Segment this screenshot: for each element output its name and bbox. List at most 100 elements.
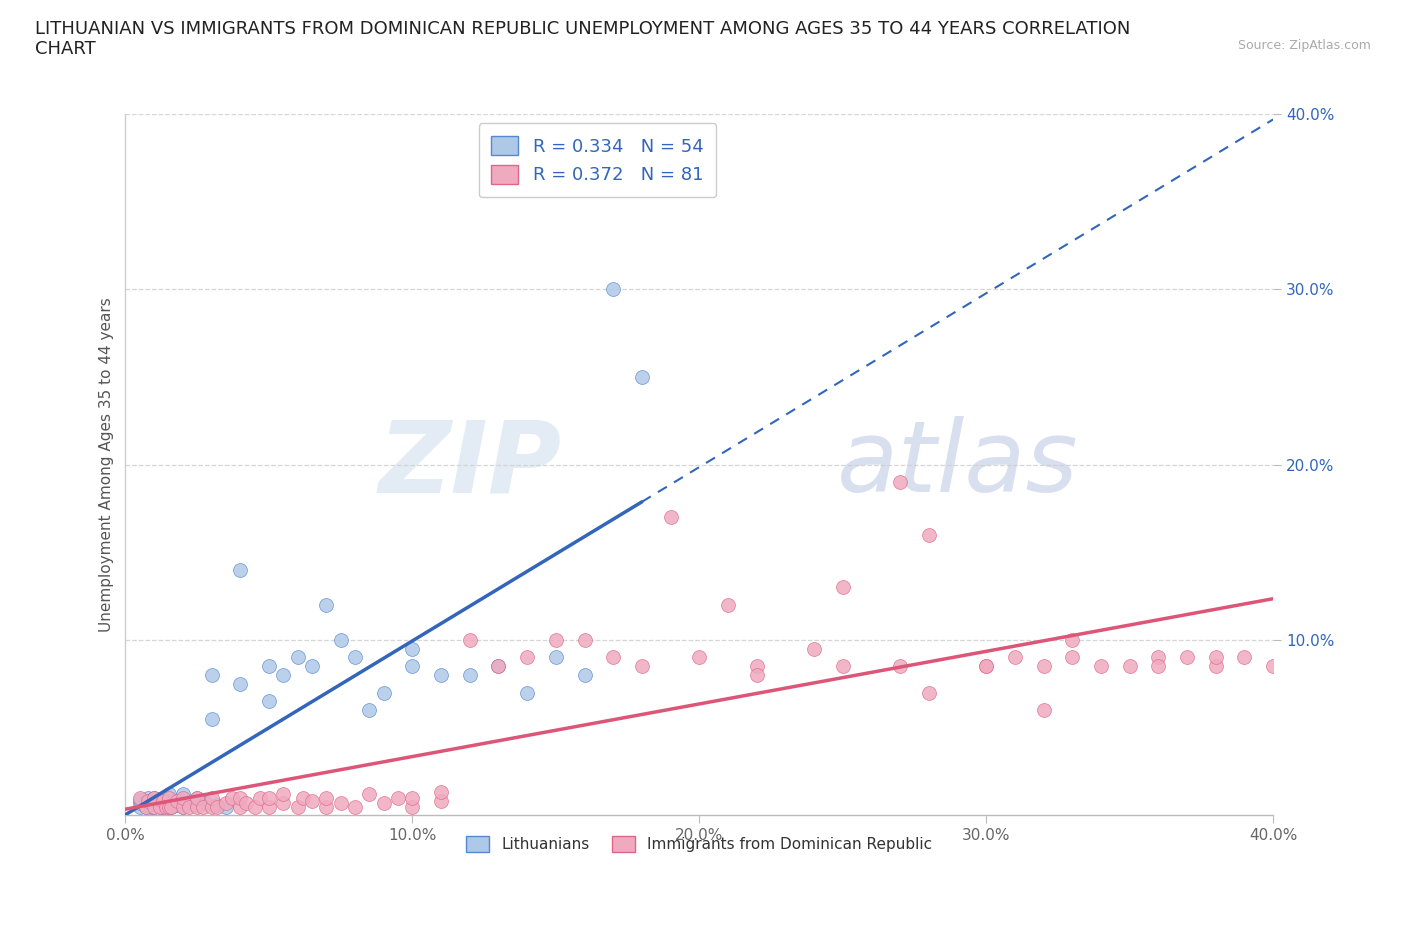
Point [329, 632, 352, 647]
Point [287, 799, 309, 814]
Point [458, 632, 481, 647]
Point [1147, 650, 1170, 665]
Point [172, 799, 194, 814]
Point [292, 790, 315, 805]
Point [186, 799, 208, 814]
Point [315, 790, 337, 805]
Point [831, 658, 853, 673]
Point [574, 668, 596, 683]
Point [401, 799, 423, 814]
Point [257, 694, 280, 709]
Point [149, 799, 172, 814]
Point [602, 282, 624, 297]
Point [207, 797, 229, 812]
Point [200, 799, 222, 814]
Point [143, 790, 166, 805]
Point [186, 790, 208, 805]
Point [166, 794, 188, 809]
Point [544, 650, 567, 665]
Point [544, 632, 567, 647]
Point [215, 799, 238, 814]
Point [128, 792, 150, 807]
Point [401, 642, 423, 657]
Point [717, 597, 740, 612]
Point [631, 369, 654, 384]
Point [135, 794, 157, 809]
Point [191, 799, 214, 814]
Point [373, 685, 395, 700]
Point [271, 668, 294, 683]
Point [401, 658, 423, 673]
Point [257, 658, 280, 673]
Point [143, 799, 166, 814]
Point [974, 658, 997, 673]
Point [177, 799, 200, 814]
Point [918, 685, 941, 700]
Point [315, 597, 337, 612]
Point [257, 790, 280, 805]
Point [688, 650, 710, 665]
Text: CHART: CHART [35, 40, 96, 58]
Point [235, 795, 257, 810]
Point [143, 792, 166, 807]
Point [157, 795, 180, 810]
Point [200, 790, 222, 805]
Point [229, 799, 252, 814]
Point [631, 658, 654, 673]
Point [135, 799, 157, 814]
Point [1090, 658, 1112, 673]
Point [271, 787, 294, 802]
Point [387, 790, 409, 805]
Point [1062, 632, 1084, 647]
Point [200, 711, 222, 726]
Point [229, 676, 252, 691]
Point [160, 799, 183, 814]
Point [301, 794, 323, 809]
Point [1032, 658, 1054, 673]
Point [359, 787, 381, 802]
Point [430, 794, 453, 809]
Point [745, 668, 768, 683]
Point [157, 799, 180, 814]
Point [200, 668, 222, 683]
Point [516, 650, 538, 665]
Point [401, 790, 423, 805]
Point [257, 799, 280, 814]
Point [143, 799, 166, 814]
Point [889, 474, 911, 489]
Point [152, 799, 174, 814]
Point [1205, 650, 1227, 665]
Point [329, 795, 352, 810]
Point [152, 794, 174, 809]
Point [229, 790, 252, 805]
Point [221, 790, 243, 805]
Point [141, 799, 163, 814]
Point [831, 580, 853, 595]
Point [138, 790, 160, 805]
Point [138, 794, 160, 809]
Point [249, 790, 271, 805]
Point [172, 790, 194, 805]
Point [659, 510, 682, 525]
Text: LITHUANIAN VS IMMIGRANTS FROM DOMINICAN REPUBLIC UNEMPLOYMENT AMONG AGES 35 TO 4: LITHUANIAN VS IMMIGRANTS FROM DOMINICAN … [35, 20, 1130, 38]
Point [155, 799, 177, 814]
Point [1004, 650, 1026, 665]
Point [172, 799, 194, 814]
Point [128, 790, 150, 805]
Point [157, 790, 180, 805]
Point [186, 797, 208, 812]
Point [143, 790, 166, 805]
Point [229, 563, 252, 578]
Point [160, 799, 183, 814]
Y-axis label: Unemployment Among Ages 35 to 44 years: Unemployment Among Ages 35 to 44 years [100, 298, 114, 632]
Point [1205, 658, 1227, 673]
Point [1175, 650, 1198, 665]
Text: atlas: atlas [837, 416, 1078, 513]
Point [287, 650, 309, 665]
Point [152, 790, 174, 805]
Point [343, 799, 366, 814]
Point [128, 795, 150, 810]
Point [918, 527, 941, 542]
Point [243, 799, 266, 814]
Point [745, 658, 768, 673]
